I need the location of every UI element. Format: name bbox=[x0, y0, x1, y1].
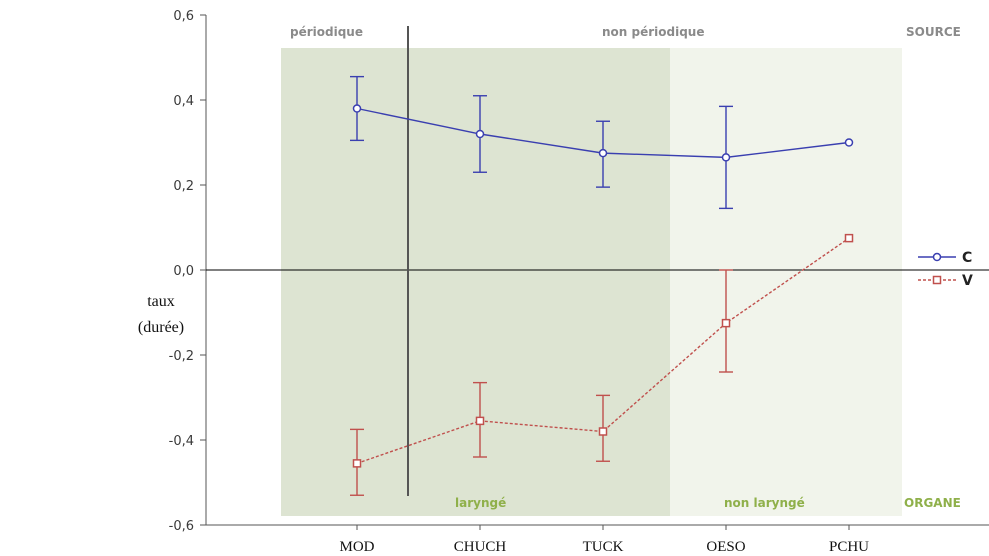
data-point bbox=[598, 427, 608, 436]
data-point bbox=[844, 138, 854, 147]
legend-c-label: C bbox=[962, 250, 972, 266]
label-larynge: laryngé bbox=[455, 496, 506, 510]
y-tick-label: 0,2 bbox=[173, 179, 194, 194]
legend-c-marker bbox=[932, 252, 942, 262]
label-non-larynge: non laryngé bbox=[724, 496, 805, 510]
x-category-label: PCHU bbox=[829, 539, 869, 555]
data-point bbox=[721, 153, 731, 162]
data-point bbox=[598, 148, 608, 158]
legend-v-label: V bbox=[962, 273, 973, 289]
y-tick-label: 0,4 bbox=[173, 94, 194, 109]
data-point bbox=[475, 129, 485, 139]
label-organe: ORGANE bbox=[904, 496, 961, 510]
label-source: SOURCE bbox=[906, 25, 961, 39]
data-point bbox=[352, 104, 362, 113]
data-point bbox=[721, 318, 731, 328]
x-category-label: CHUCH bbox=[454, 539, 507, 555]
y-tick-label: 0,6 bbox=[173, 9, 194, 24]
label-periodique: périodique bbox=[290, 25, 363, 39]
x-category-label: TUCK bbox=[583, 539, 624, 555]
y-tick-label: -0,4 bbox=[169, 434, 194, 449]
data-point bbox=[475, 416, 485, 426]
series-line bbox=[356, 237, 850, 465]
data-point bbox=[844, 233, 854, 243]
x-category-label: OESO bbox=[706, 539, 745, 555]
band-larynge bbox=[281, 48, 670, 516]
label-non-periodique: non périodique bbox=[602, 25, 705, 39]
legend-v-marker bbox=[932, 275, 942, 285]
series-v bbox=[350, 233, 854, 496]
y-axis-label-line1: taux bbox=[147, 293, 175, 310]
series-c bbox=[350, 75, 854, 210]
y-axis-label-line2: (durée) bbox=[138, 319, 184, 336]
x-category-label: MOD bbox=[339, 539, 374, 555]
legend: C V bbox=[918, 250, 973, 289]
y-tick-label: 0,0 bbox=[173, 264, 194, 279]
y-tick-label: -0,2 bbox=[169, 349, 194, 364]
data-point bbox=[352, 459, 362, 468]
y-tick-label: -0,6 bbox=[169, 519, 194, 534]
